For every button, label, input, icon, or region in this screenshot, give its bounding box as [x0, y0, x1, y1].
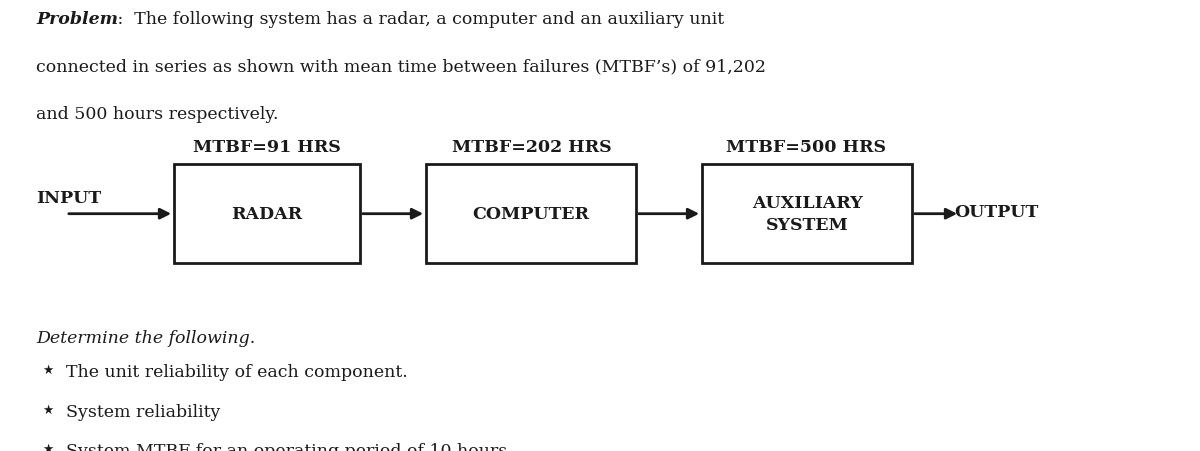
Text: The unit reliability of each component.: The unit reliability of each component. [66, 363, 408, 380]
FancyBboxPatch shape [702, 165, 912, 264]
FancyBboxPatch shape [174, 165, 360, 264]
Text: connected in series as shown with mean time between failures (MTBF’s) of 91,202: connected in series as shown with mean t… [36, 59, 766, 76]
Text: OUTPUT: OUTPUT [954, 203, 1038, 221]
Text: System MTBF for an operating period of 10 hours: System MTBF for an operating period of 1… [66, 442, 508, 451]
Text: RADAR: RADAR [232, 206, 302, 223]
Text: :  The following system has a radar, a computer and an auxiliary unit: : The following system has a radar, a co… [112, 11, 724, 28]
Text: System reliability: System reliability [66, 403, 221, 420]
Text: ★: ★ [42, 363, 54, 376]
Text: MTBF=202 HRS: MTBF=202 HRS [451, 138, 612, 156]
Text: INPUT: INPUT [36, 190, 101, 207]
Text: ★: ★ [42, 442, 54, 451]
Text: ★: ★ [42, 403, 54, 416]
FancyBboxPatch shape [426, 165, 636, 264]
Text: COMPUTER: COMPUTER [473, 206, 589, 223]
Text: Problem: Problem [36, 11, 118, 28]
Text: Determine the following.: Determine the following. [36, 329, 256, 346]
Text: and 500 hours respectively.: and 500 hours respectively. [36, 106, 278, 123]
Text: MTBF=91 HRS: MTBF=91 HRS [192, 138, 341, 156]
Text: AUXILIARY
SYSTEM: AUXILIARY SYSTEM [751, 195, 863, 234]
Text: MTBF=500 HRS: MTBF=500 HRS [726, 138, 887, 156]
